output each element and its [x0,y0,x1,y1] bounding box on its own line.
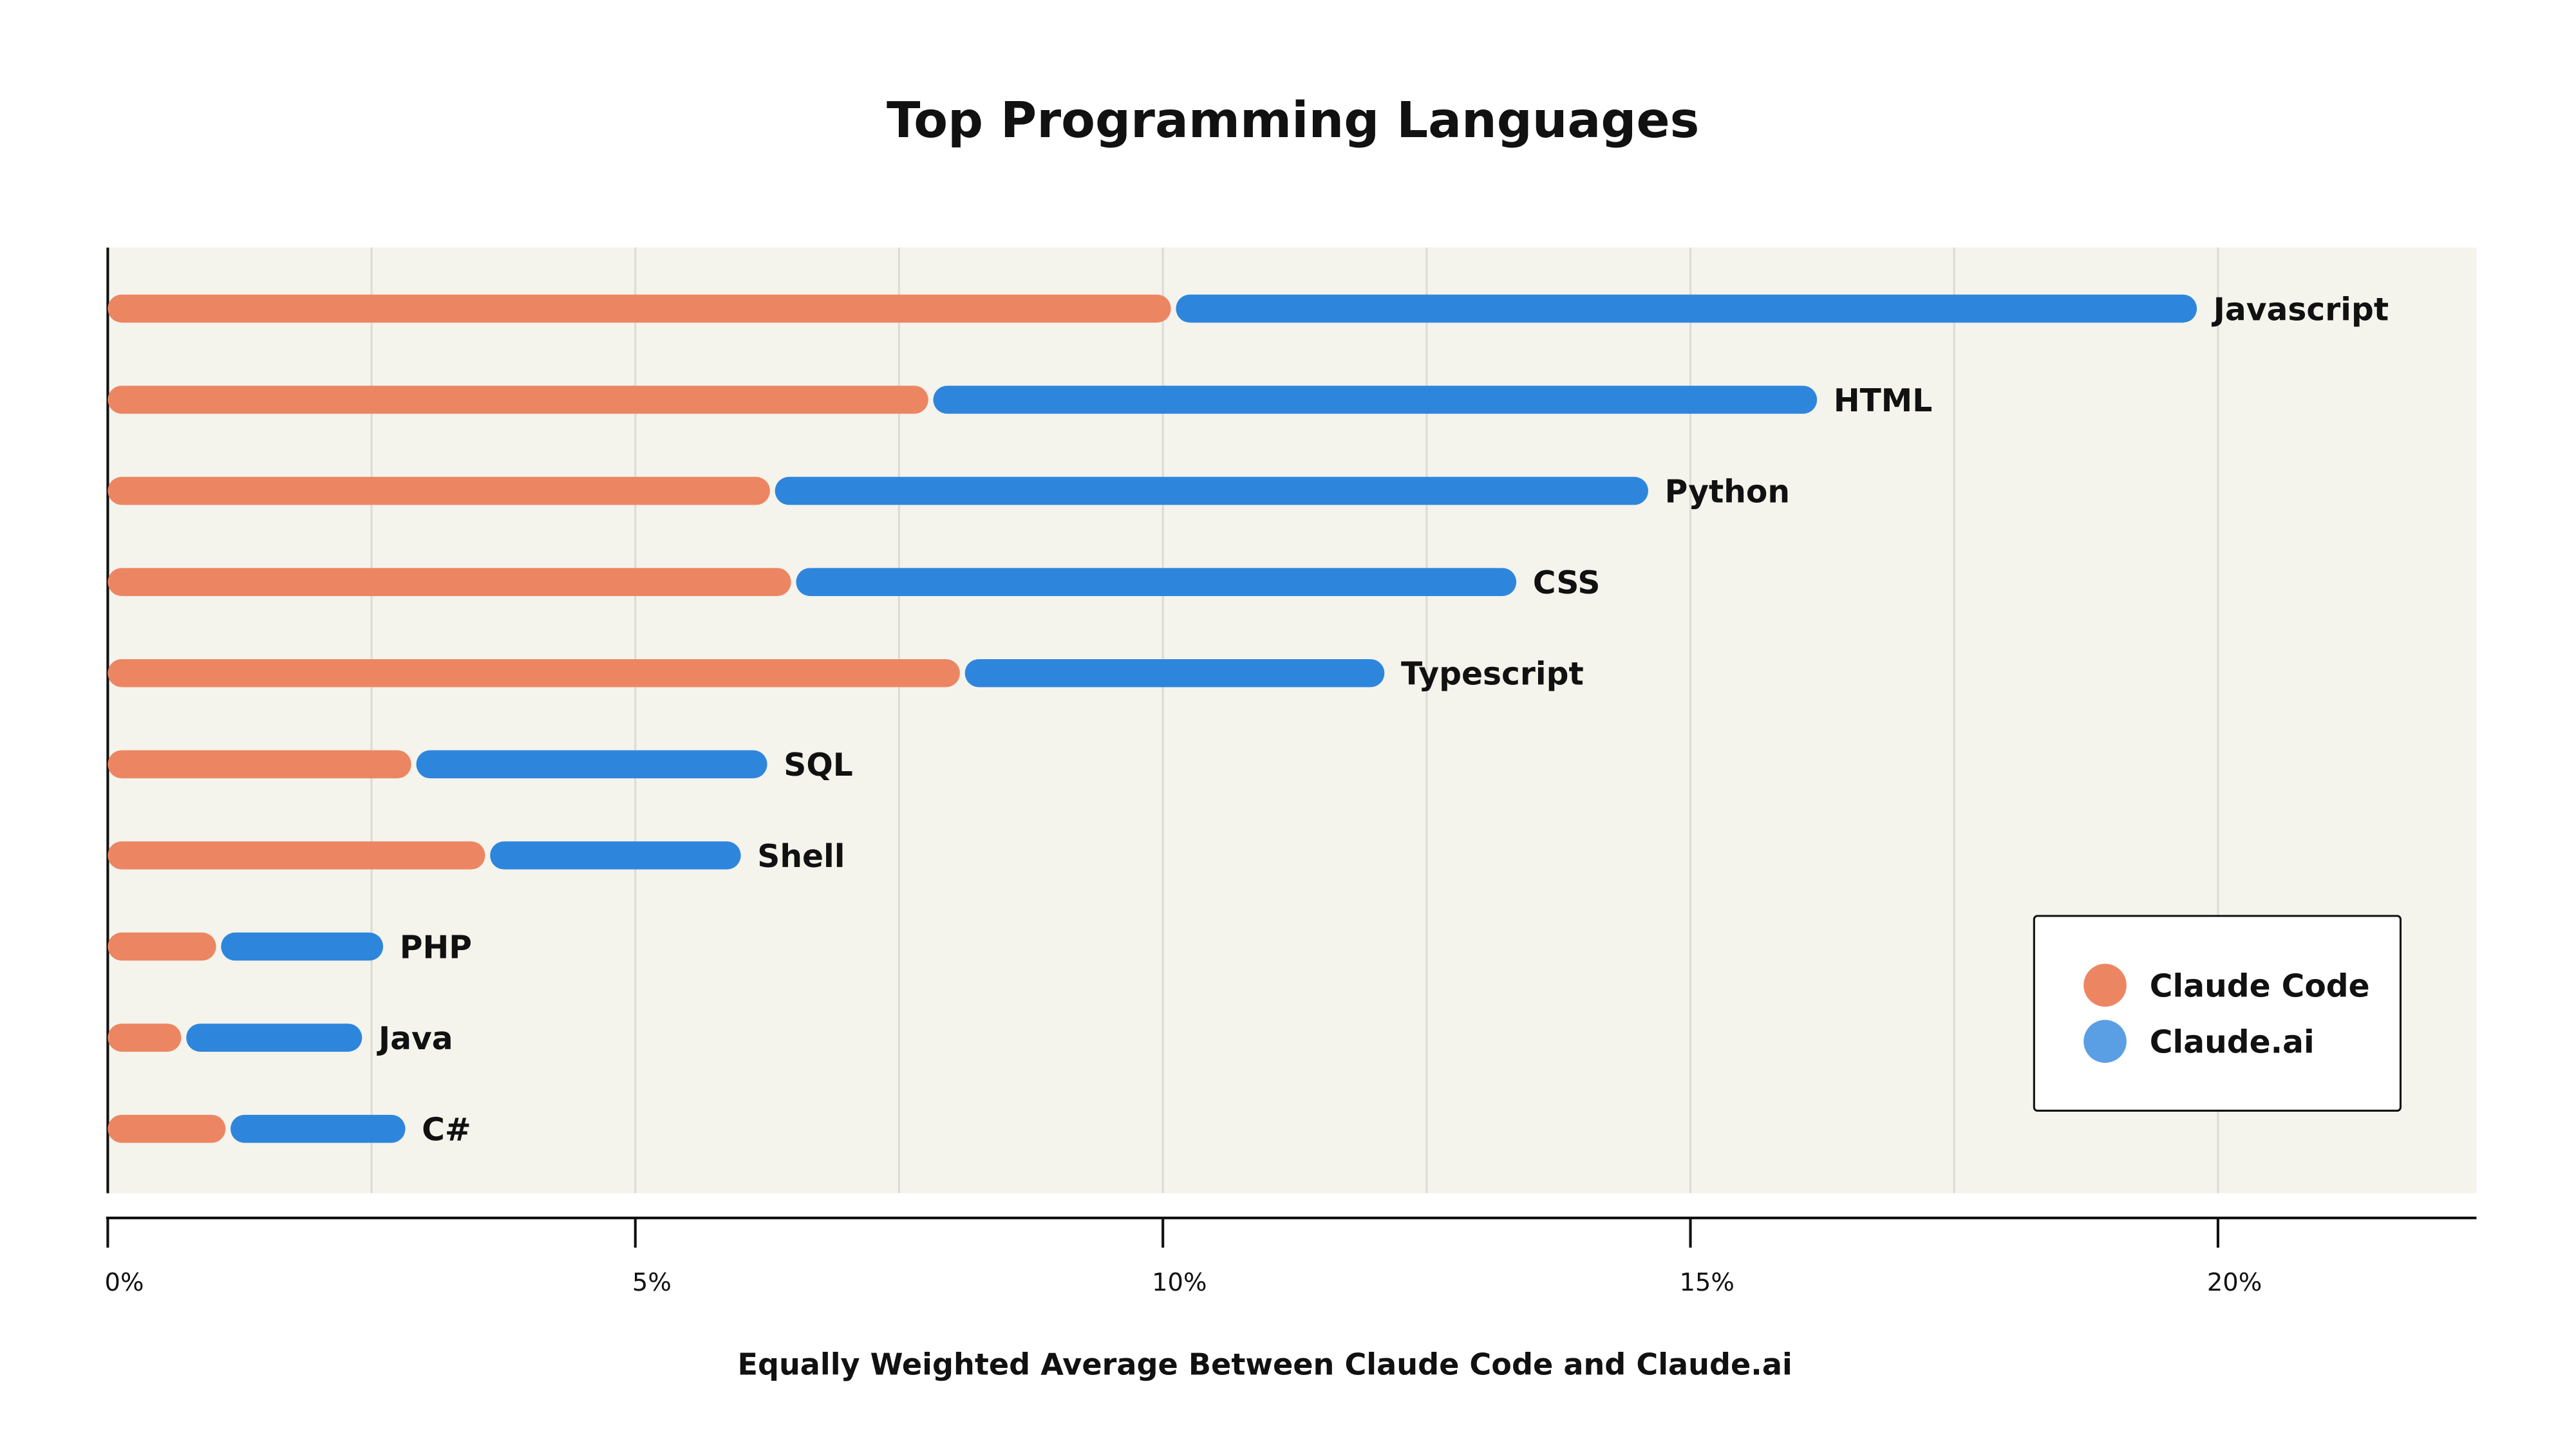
bar-segment-claude-code [108,568,791,596]
bar-segment-claude-ai [964,659,1385,687]
x-axis-label: Equally Weighted Average Between Claude … [737,1347,1792,1382]
category-label: HTML [1834,383,1932,419]
category-label: SQL [784,747,853,783]
bar-segment-claude-code [108,659,960,687]
bar-segment-claude-ai [933,386,1818,414]
bar-segment-claude-code [108,386,928,414]
category-label: Java [377,1021,453,1057]
x-tick-label: 5% [632,1268,672,1297]
x-ticks: 0% 5% 10% 15% 20% [105,1218,2262,1297]
bar-segment-claude-ai [186,1024,362,1052]
bar-segment-claude-ai [775,476,1648,505]
bar-segment-claude-ai [490,841,741,870]
bar-segment-claude-ai [221,932,384,961]
bar-segment-claude-code [108,841,485,870]
bar-segment-claude-code [108,1024,182,1052]
category-labels: Javascript HTML Python CSS Typescript SQL Shel… [377,292,2389,1148]
x-tick-label: 15% [1679,1268,1734,1297]
x-tick-label: 0% [105,1268,144,1297]
legend-label-claude-code: Claude Code [2150,969,2370,1005]
bar-segment-claude-code [108,932,216,961]
legend-swatch-claude-code [2083,964,2127,1007]
category-label: Typescript [1401,657,1584,693]
bar-segment-claude-ai [1176,294,2197,323]
bar-segment-claude-ai [796,568,1517,596]
legend-label-claude-ai: Claude.ai [2150,1025,2315,1061]
category-label: Javascript [2212,292,2389,328]
bar-segment-claude-code [108,750,411,779]
bars [108,294,2197,1143]
legend-swatch-claude-ai [2083,1020,2127,1063]
bar-segment-claude-code [108,294,1171,323]
legend-box [2033,915,2402,1112]
category-label: Shell [757,839,845,875]
x-tick-label: 10% [1152,1268,1207,1297]
bar-segment-claude-code [108,1114,226,1143]
category-label: CSS [1533,565,1601,601]
x-tick-label: 20% [2207,1268,2262,1297]
bar-segment-claude-code [108,476,770,505]
bar-segment-claude-ai [230,1114,406,1143]
category-label: C# [422,1112,471,1148]
category-label: PHP [400,930,472,966]
bar-segment-claude-ai [416,750,767,779]
legend: Claude Code Claude.ai [2033,915,2402,1112]
chart-title: Top Programming Languages [887,92,1699,149]
category-label: Python [1665,474,1790,510]
